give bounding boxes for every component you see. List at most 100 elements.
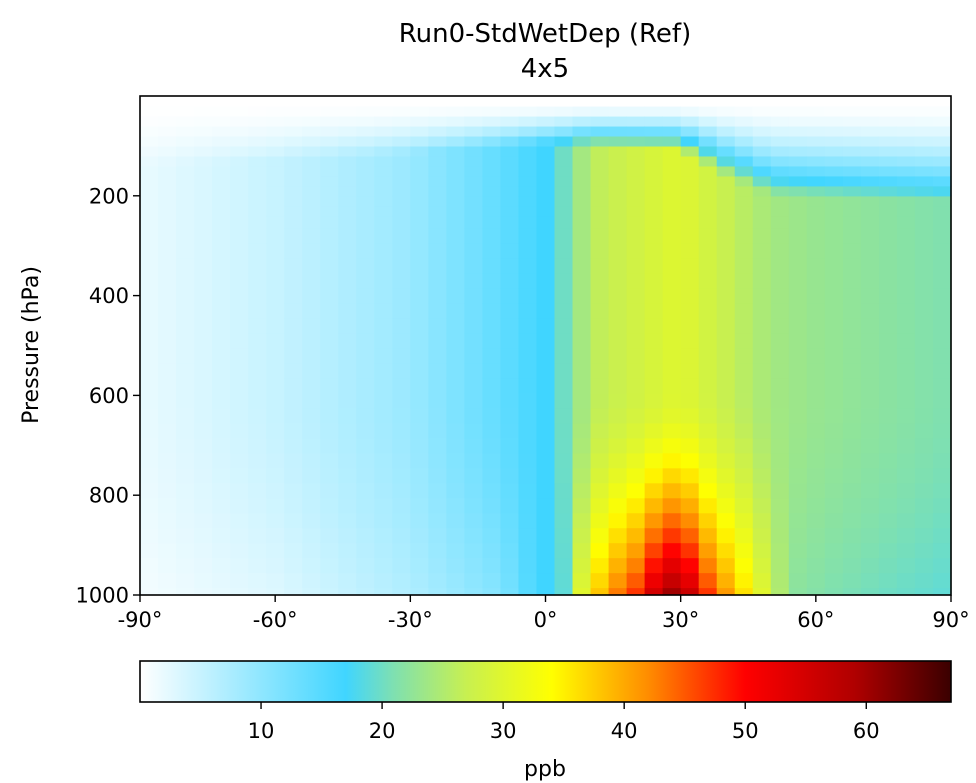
heatmap-cell (752, 362, 772, 379)
heatmap-cell (662, 467, 682, 484)
heatmap-cell (554, 185, 574, 197)
heatmap-cell (194, 258, 213, 274)
heatmap-cell (590, 572, 610, 589)
heatmap-cell (878, 243, 898, 259)
heatmap-cell (842, 185, 862, 197)
heatmap-cell (212, 135, 231, 147)
heatmap-cell (734, 512, 754, 529)
heatmap-cell (734, 185, 754, 197)
heatmap-cell (338, 303, 357, 319)
heatmap-cell (734, 215, 754, 229)
heatmap-cell (230, 318, 249, 334)
heatmap-cell (482, 185, 502, 197)
heatmap-cell (446, 243, 465, 259)
heatmap-cell (428, 195, 447, 207)
heatmap-cell (572, 105, 592, 117)
heatmap-cell (320, 105, 339, 117)
heatmap-cell (266, 165, 285, 177)
heatmap-cell (824, 527, 844, 544)
heatmap-cell (896, 115, 916, 127)
heatmap-cell (284, 422, 303, 439)
heatmap-cell (914, 572, 934, 589)
heatmap-cell (338, 482, 357, 499)
heatmap-cell (896, 195, 916, 207)
heatmap-cell (248, 377, 267, 394)
heatmap-cell (428, 243, 447, 259)
heatmap-cell (734, 115, 754, 127)
heatmap-cell (212, 572, 231, 589)
heatmap-cell (230, 228, 249, 244)
heatmap-cell (266, 587, 285, 596)
heatmap-cell (608, 407, 628, 424)
heatmap-cell (914, 155, 934, 167)
heatmap-cell (248, 145, 267, 157)
heatmap-cell (806, 467, 826, 484)
heatmap-cell (680, 467, 700, 484)
heatmap-cell (230, 135, 249, 147)
heatmap-cell (608, 165, 628, 177)
heatmap-cell (338, 422, 357, 439)
heatmap-cell (788, 557, 808, 574)
heatmap-cell (284, 497, 303, 514)
heatmap-cell (644, 437, 664, 454)
heatmap-cell (500, 542, 520, 559)
heatmap-cell (176, 452, 195, 469)
heatmap-cell (806, 175, 826, 187)
heatmap-cell (698, 512, 718, 529)
heatmap-cell (212, 467, 231, 484)
heatmap-cell (716, 215, 736, 229)
heatmap-cell (194, 512, 213, 529)
heatmap-cell (716, 318, 736, 334)
heatmap-cell (248, 96, 267, 107)
heatmap-cell (356, 195, 375, 207)
heatmap-cell (374, 155, 393, 167)
heatmap-cell (140, 175, 159, 187)
heatmap-cell (698, 195, 718, 207)
heatmap-cell (698, 205, 718, 217)
heatmap-cell (752, 422, 772, 439)
heatmap-cell (644, 205, 664, 217)
heatmap-cell (860, 205, 880, 217)
heatmap-cell (752, 452, 772, 469)
heatmap-cell (554, 195, 574, 207)
heatmap-cell (284, 195, 303, 207)
heatmap-cell (608, 333, 628, 349)
heatmap-cell (500, 215, 520, 229)
heatmap-cell (590, 165, 610, 177)
x-tick-label: 0° (534, 608, 558, 632)
heatmap-cell (500, 228, 520, 244)
heatmap-cell (932, 145, 952, 157)
heatmap-cell (302, 243, 321, 259)
heatmap-cell (842, 407, 862, 424)
heatmap-cell (590, 377, 610, 394)
heatmap-cell (716, 165, 736, 177)
heatmap-cell (608, 348, 628, 364)
heatmap-cell (320, 155, 339, 167)
heatmap-cell (266, 288, 285, 304)
heatmap-cell (644, 512, 664, 529)
heatmap-cell (140, 145, 159, 157)
heatmap-cell (626, 215, 646, 229)
heatmap-cell (482, 205, 502, 217)
heatmap-cell (662, 228, 682, 244)
heatmap-cell (266, 333, 285, 349)
heatmap-cell (896, 497, 916, 514)
heatmap-cell (680, 115, 700, 127)
heatmap-cell (212, 362, 231, 379)
heatmap-cell (680, 482, 700, 499)
heatmap-cell (788, 527, 808, 544)
colorbar-tick-label: 40 (611, 719, 638, 743)
heatmap-cell (896, 587, 916, 596)
heatmap-cell (572, 195, 592, 207)
heatmap-cell (716, 407, 736, 424)
heatmap-cell (212, 527, 231, 544)
heatmap-cell (842, 512, 862, 529)
heatmap-cell (680, 452, 700, 469)
heatmap-cell (140, 512, 159, 529)
heatmap-cell (644, 482, 664, 499)
heatmap-cell (914, 348, 934, 364)
heatmap-cell (590, 497, 610, 514)
heatmap-cell (536, 96, 556, 107)
heatmap-cell (140, 557, 159, 574)
heatmap-cell (446, 273, 465, 289)
